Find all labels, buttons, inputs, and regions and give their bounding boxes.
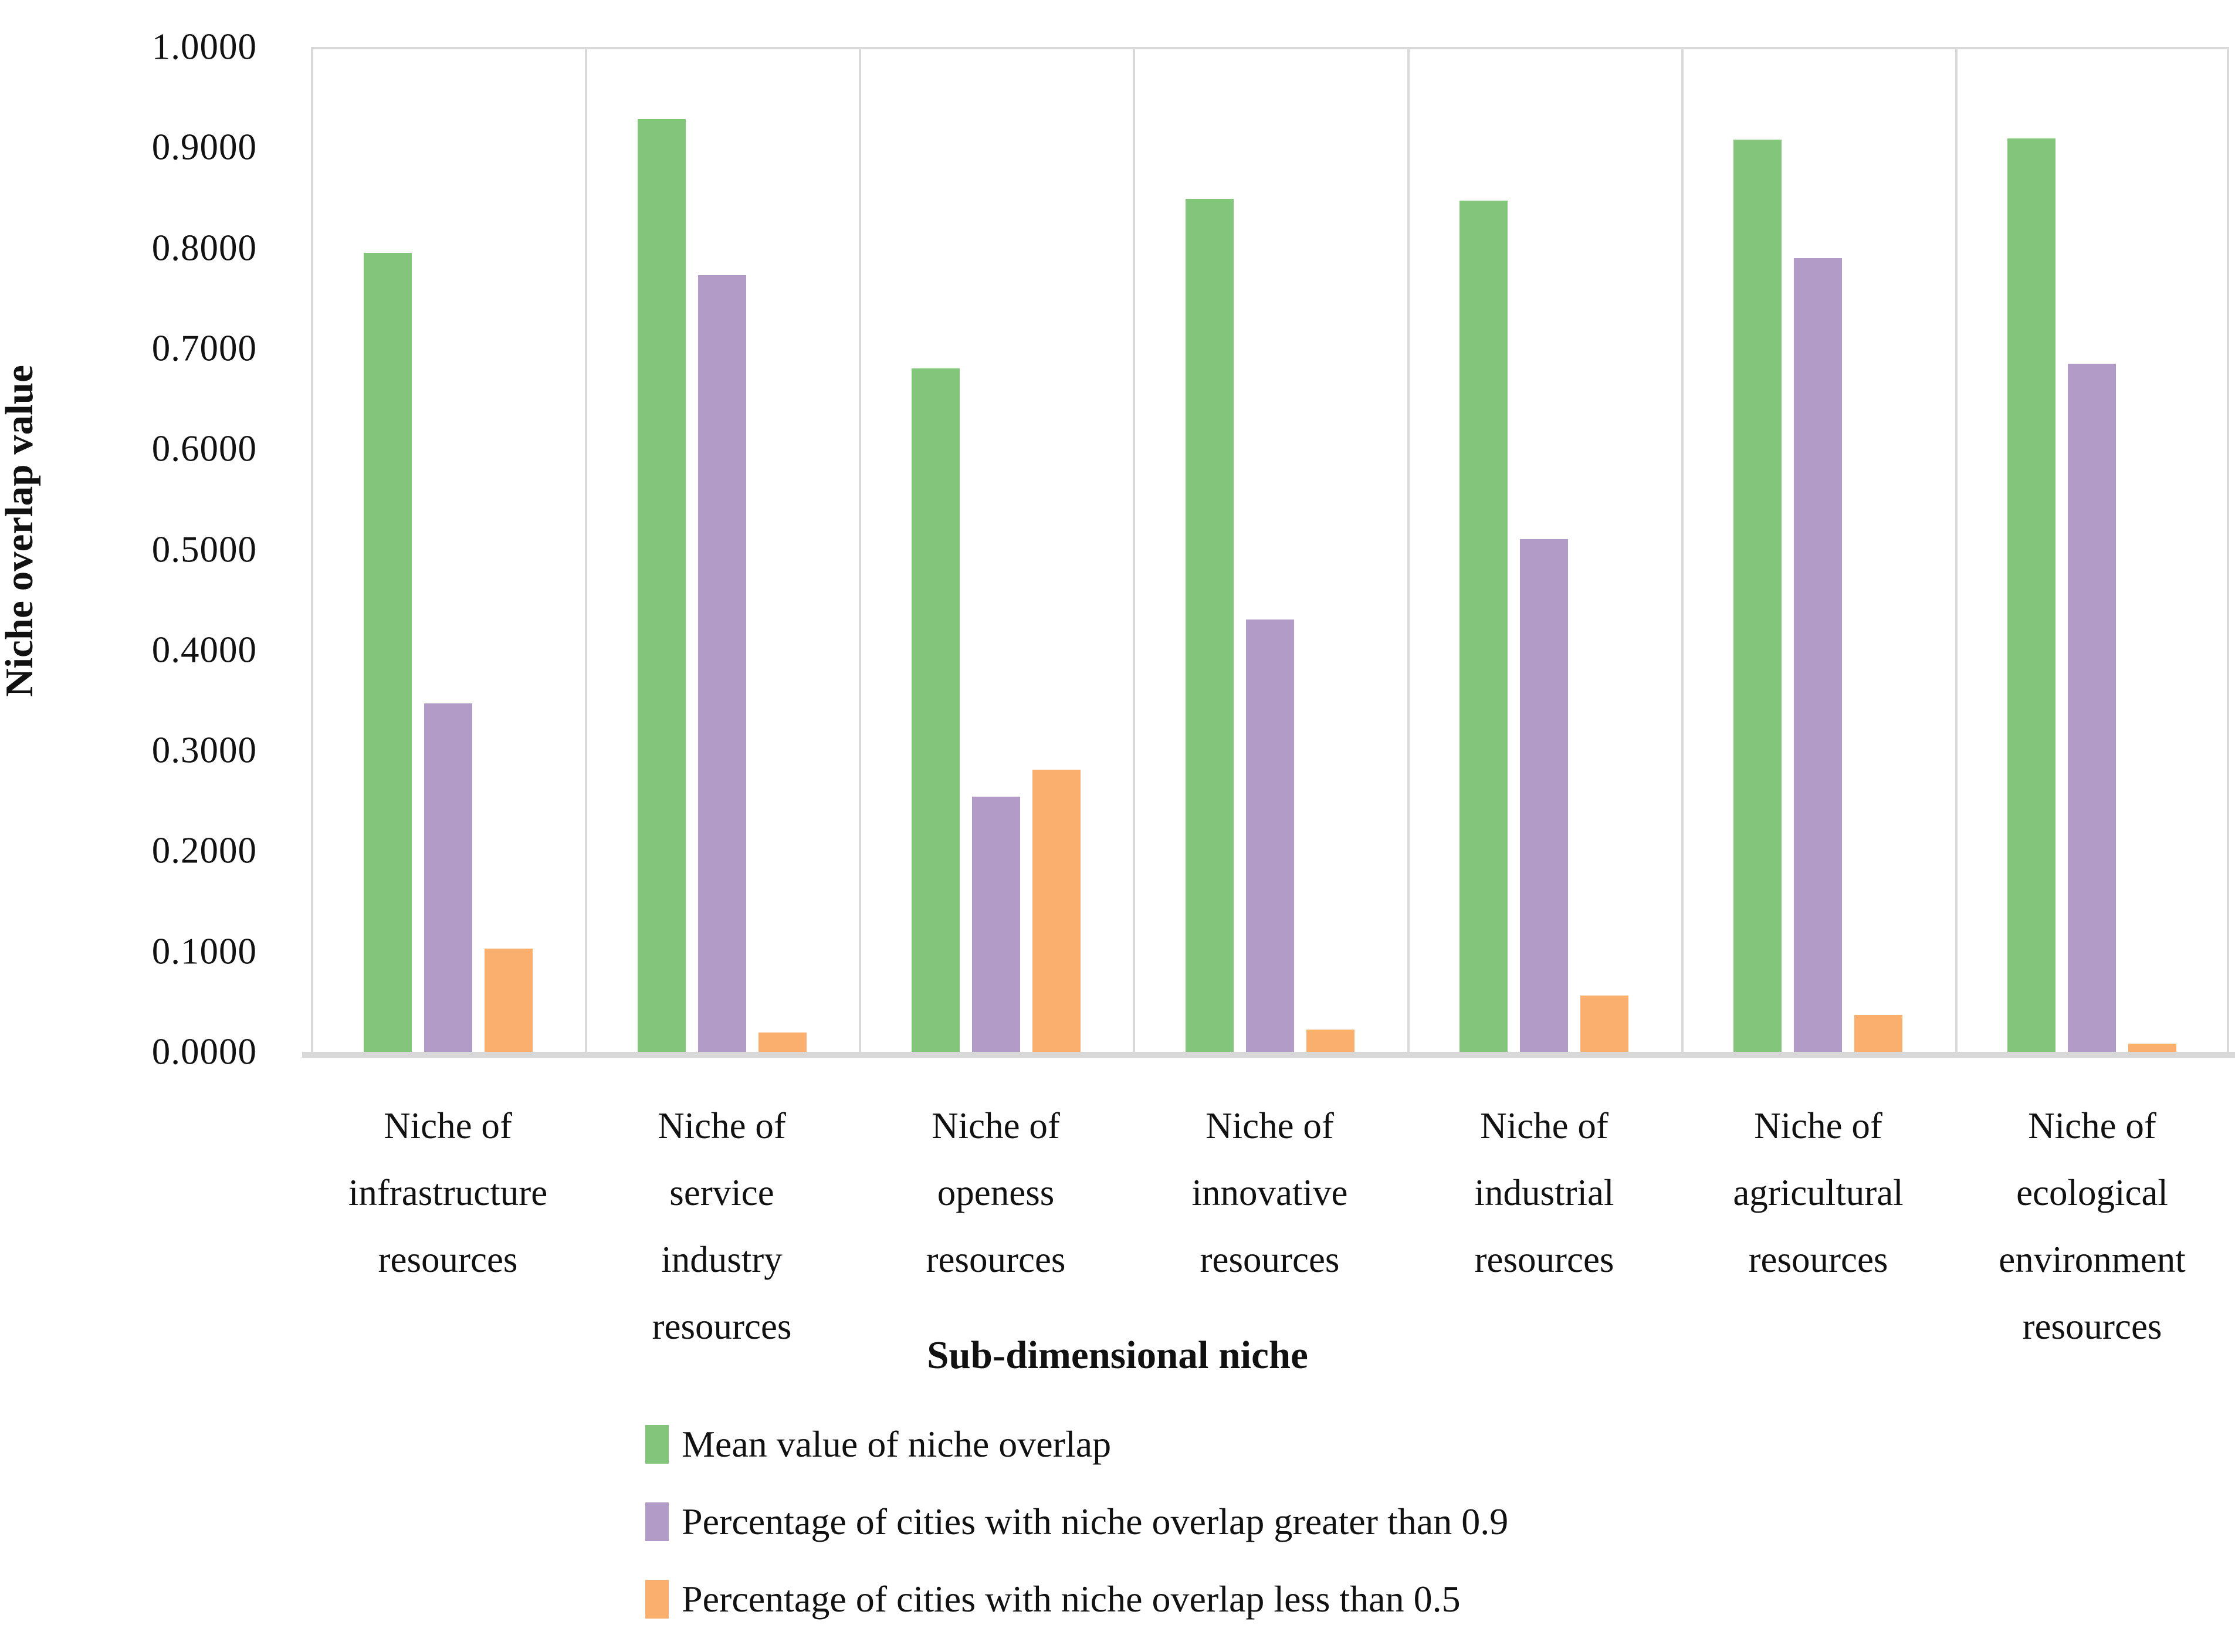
y-tick-label: 0.4000 — [151, 629, 257, 671]
y-tick-label: 0.5000 — [151, 529, 257, 570]
legend-label: Percentage of cities with niche overlap … — [682, 1578, 1461, 1620]
bar-less-05 — [1580, 996, 1628, 1052]
bar-greater-09 — [424, 703, 472, 1052]
legend-label: Mean value of niche overlap — [682, 1423, 1112, 1465]
legend-swatch-icon — [645, 1580, 669, 1619]
category-label: Niche of ecological environment resources — [1999, 1105, 2186, 1347]
bar-less-05 — [485, 949, 533, 1052]
y-tick-label: 0.9000 — [151, 126, 257, 168]
x-axis-baseline — [302, 1052, 2235, 1058]
y-tick-label: 0.7000 — [151, 327, 257, 369]
y-tick-label: 0.0000 — [151, 1031, 257, 1072]
y-axis-line — [311, 47, 313, 1052]
bar-less-05 — [1306, 1030, 1354, 1052]
y-tick-label: 0.8000 — [151, 227, 257, 269]
bar-greater-09 — [1520, 539, 1568, 1052]
category-label: Niche of openess resources — [926, 1105, 1066, 1280]
category-separator-line — [1407, 47, 1410, 1052]
category-separator-line — [585, 47, 587, 1052]
y-tick-label: 0.1000 — [151, 930, 257, 972]
legend-item: Mean value of niche overlap — [645, 1420, 1508, 1469]
legend-swatch-icon — [645, 1425, 669, 1464]
y-tick-label: 0.3000 — [151, 729, 257, 771]
bar-less-05 — [758, 1032, 807, 1052]
bar-less-05 — [2128, 1044, 2176, 1052]
legend-item: Percentage of cities with niche overlap … — [645, 1497, 1508, 1546]
bar-mean — [1733, 140, 1782, 1052]
x-axis-title: Sub-dimensional niche — [927, 1333, 1308, 1377]
y-tick-label: 0.2000 — [151, 830, 257, 871]
category-separator-line — [2227, 47, 2229, 1052]
bar-mean — [2007, 138, 2055, 1052]
y-tick-label: 0.6000 — [151, 428, 257, 469]
category-separator-line — [1681, 47, 1684, 1052]
category-label: Niche of service industry resources — [652, 1105, 792, 1347]
bar-greater-09 — [1246, 620, 1294, 1052]
category-separator-line — [1133, 47, 1135, 1052]
bar-mean — [912, 368, 960, 1052]
legend-swatch-icon — [645, 1502, 669, 1541]
bar-greater-09 — [972, 797, 1020, 1052]
bar-mean — [364, 253, 412, 1052]
bar-less-05 — [1854, 1015, 1902, 1052]
gridline-top — [311, 47, 2229, 49]
category-separator-line — [1955, 47, 1958, 1052]
bar-less-05 — [1032, 770, 1081, 1052]
category-label: Niche of infrastructure resources — [348, 1105, 548, 1280]
category-label: Niche of industrial resources — [1474, 1105, 1614, 1280]
bar-greater-09 — [2068, 364, 2116, 1052]
bar-greater-09 — [698, 275, 746, 1052]
category-separator-line — [859, 47, 861, 1052]
bar-mean — [638, 119, 686, 1052]
bar-greater-09 — [1794, 258, 1842, 1052]
y-tick-label: 1.0000 — [151, 26, 257, 67]
category-label: Niche of innovative resources — [1191, 1105, 1348, 1280]
plot-area — [311, 47, 2229, 1052]
legend-label: Percentage of cities with niche overlap … — [682, 1501, 1509, 1542]
legend-item: Percentage of cities with niche overlap … — [645, 1575, 1508, 1624]
bar-mean — [1186, 199, 1234, 1052]
chart-legend: Mean value of niche overlap Percentage of… — [645, 1420, 1508, 1652]
bar-mean — [1459, 201, 1508, 1052]
category-label: Niche of agricultural resources — [1733, 1105, 1904, 1280]
